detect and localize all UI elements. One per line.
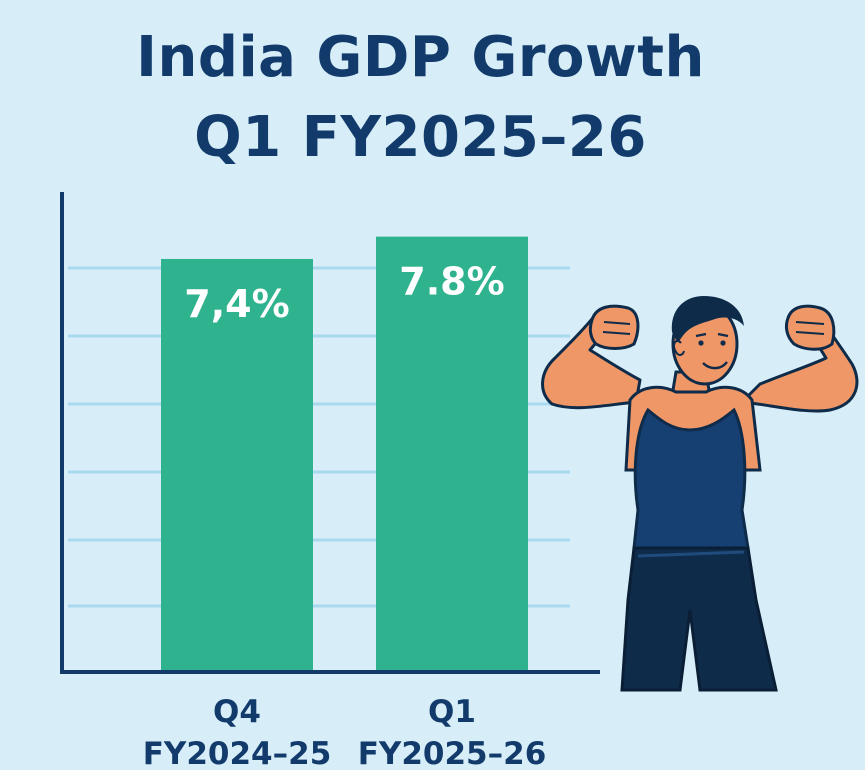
category-label: FY2024–25 [143,736,332,770]
category-label: Q1 [428,694,476,730]
chart-title-line-2: Q1 FY2025–26 [194,105,647,170]
bar [376,236,528,672]
bar-value-label: 7.8% [399,260,504,304]
bar [161,258,313,672]
category-label: FY2025–26 [358,736,547,770]
axes [60,192,600,674]
right-fist [784,304,836,351]
tank-top [632,407,750,550]
left-fist [588,304,640,350]
pants [620,546,778,692]
muscular-man-illustration [541,296,859,692]
chart-title-line-1: India GDP Growth [136,25,705,90]
category-label: Q4 [213,694,261,730]
bars [161,236,528,672]
labels: 7,4% Q4 FY2024–25 7.8% Q1 FY2025–26 [143,260,547,770]
bar-value-label: 7,4% [184,282,289,326]
hair [671,296,744,344]
